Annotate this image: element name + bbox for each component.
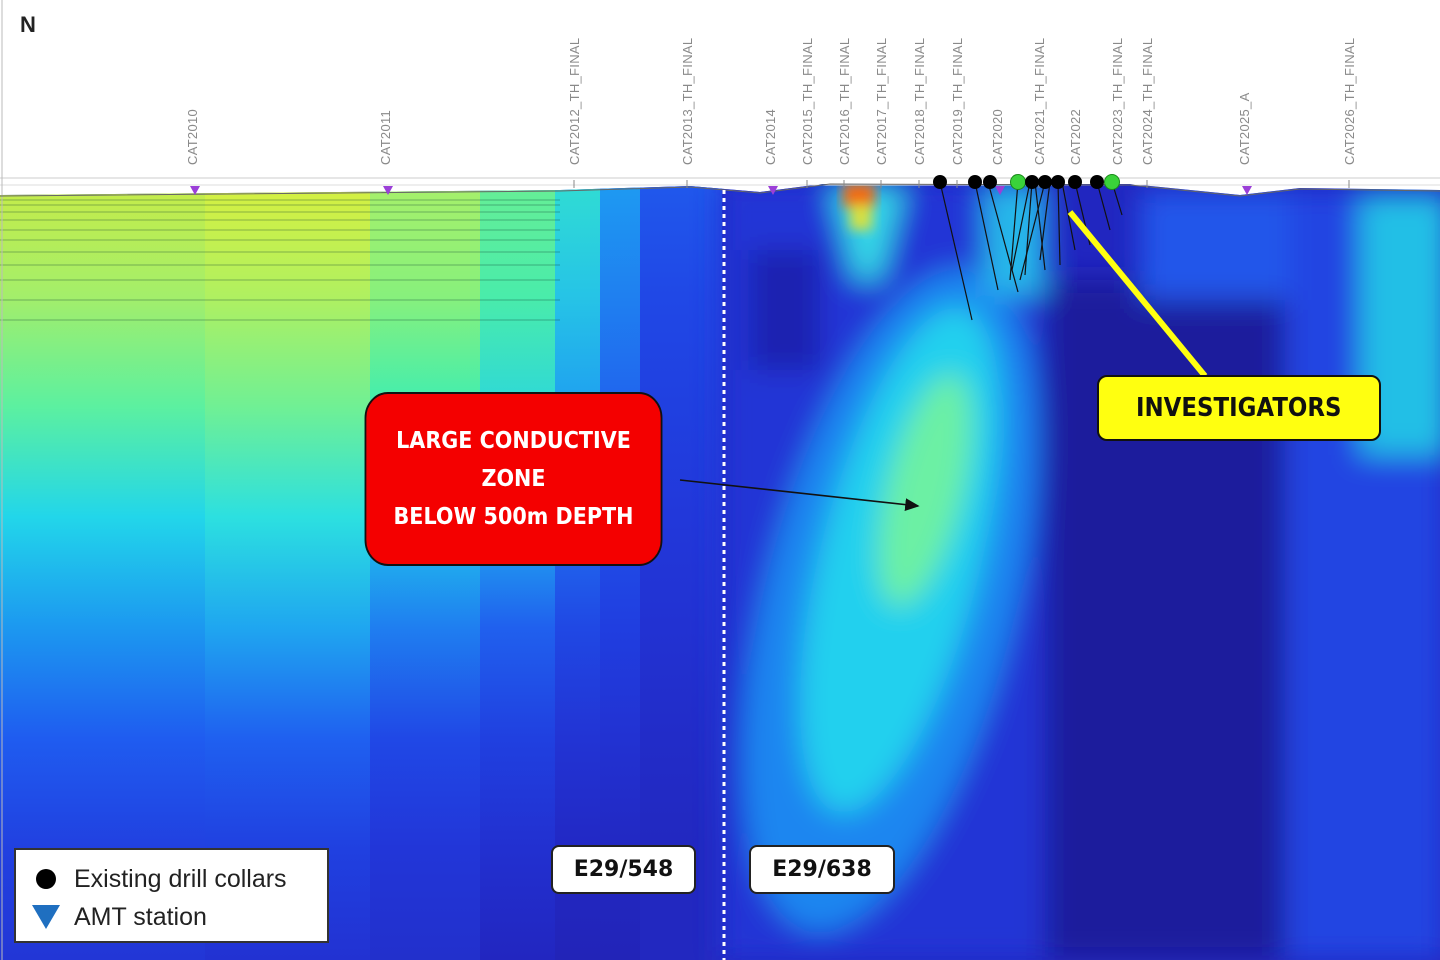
drill-trace xyxy=(1019,181,1046,281)
tenement-label-left: E29/548 xyxy=(551,845,696,894)
amt-station-icon xyxy=(768,186,778,195)
station-label: CAT2013_TH_FINAL xyxy=(680,37,695,165)
drill-collar-icon xyxy=(983,175,997,189)
model-column xyxy=(555,185,600,960)
model-column xyxy=(600,185,640,960)
high-conductivity-spot xyxy=(843,183,875,208)
station-label: CAT2018_TH_FINAL xyxy=(912,37,927,165)
station-label: CAT2026_TH_FINAL xyxy=(1342,37,1357,165)
drill-trace xyxy=(1039,181,1051,261)
drill-trace xyxy=(1011,181,1031,271)
station-label: CAT2014 xyxy=(763,108,778,165)
amt-station-icon xyxy=(190,186,200,195)
legend-label: AMT station xyxy=(74,902,207,931)
drill-trace xyxy=(1009,181,1019,281)
drill-traces xyxy=(939,181,1123,321)
station-label: CAT2021_TH_FINAL xyxy=(1032,37,1047,165)
conductive-zone-arrow xyxy=(679,479,920,511)
station-label: CAT2022 xyxy=(1068,108,1083,165)
model-column xyxy=(205,185,370,960)
station-label: CAT2017_TH_FINAL xyxy=(874,37,889,165)
amt-station-icon xyxy=(995,186,1005,195)
drill-trace xyxy=(1024,181,1033,276)
shallow-conductor-2 xyxy=(985,185,1045,295)
drill-trace xyxy=(1061,181,1076,251)
legend: Existing drill collars AMT station xyxy=(14,848,329,943)
amt-station-icon xyxy=(32,905,60,929)
tenement-label-right: E29/638 xyxy=(749,845,895,894)
legend-label: Existing drill collars xyxy=(74,864,287,893)
station-label: CAT2019_TH_FINAL xyxy=(950,37,965,165)
conductive-zone-callout: LARGE CONDUCTIVE ZONE BELOW 500m DEPTH xyxy=(364,392,663,566)
drill-trace xyxy=(1096,181,1111,231)
east-top-block xyxy=(1140,190,1290,300)
model-grid xyxy=(0,183,1440,960)
investigators-label: INVESTIGATORS xyxy=(1136,393,1342,423)
drill-trace xyxy=(939,181,973,321)
station-label: CAT2020 xyxy=(990,108,1005,165)
drill-trace xyxy=(974,181,999,291)
station-label: CAT2016_TH_FINAL xyxy=(837,37,852,165)
model-column xyxy=(480,185,555,960)
drill-collar-icon xyxy=(1051,175,1065,189)
drill-trace xyxy=(1034,181,1046,271)
legend-item: Existing drill collars xyxy=(34,860,327,898)
conductor-core xyxy=(878,373,972,607)
model-column xyxy=(0,185,205,960)
station-label: CAT2012_TH_FINAL xyxy=(567,37,582,165)
shallow-conductor xyxy=(830,185,905,280)
station-label: CAT2011 xyxy=(378,109,393,165)
station-label: CAT2010 xyxy=(185,108,200,165)
station-label: CAT2023_TH_FINAL xyxy=(1110,37,1125,165)
model-column xyxy=(370,185,480,960)
drill-collar-icon xyxy=(36,869,56,889)
amt-station-icon xyxy=(1242,186,1252,195)
legend-item: AMT station xyxy=(32,898,327,936)
amt-station-icon xyxy=(383,186,393,195)
drill-collar-icon xyxy=(968,175,982,189)
drill-collar-icon xyxy=(1090,175,1104,189)
station-label: CAT2024_TH_FINAL xyxy=(1140,37,1155,165)
investigators-leader xyxy=(1067,210,1208,378)
station-label: CAT2025_A xyxy=(1237,92,1252,165)
topography-line xyxy=(0,183,1440,197)
drill-trace xyxy=(1057,181,1061,266)
station-label: CAT2015_TH_FINAL xyxy=(800,37,815,165)
model-column xyxy=(640,185,722,960)
callout-line: ZONE xyxy=(481,466,546,492)
callout-line: BELOW 500m DEPTH xyxy=(393,504,634,530)
drill-collar-icon xyxy=(933,175,947,189)
resistive-pocket xyxy=(750,250,820,370)
drill-collar-icon xyxy=(1010,174,1026,190)
drill-collar-icon xyxy=(1068,175,1082,189)
drill-collar-icon xyxy=(1104,174,1120,190)
drill-collar-icon xyxy=(1038,175,1052,189)
header-area xyxy=(0,0,1440,184)
high-conductivity-halo xyxy=(850,205,872,230)
investigators-callout: INVESTIGATORS xyxy=(1097,375,1381,441)
drill-collar-icon xyxy=(1025,175,1039,189)
callout-line: LARGE CONDUCTIVE xyxy=(396,428,631,454)
north-label: N xyxy=(20,12,36,37)
drill-trace xyxy=(987,181,1019,293)
